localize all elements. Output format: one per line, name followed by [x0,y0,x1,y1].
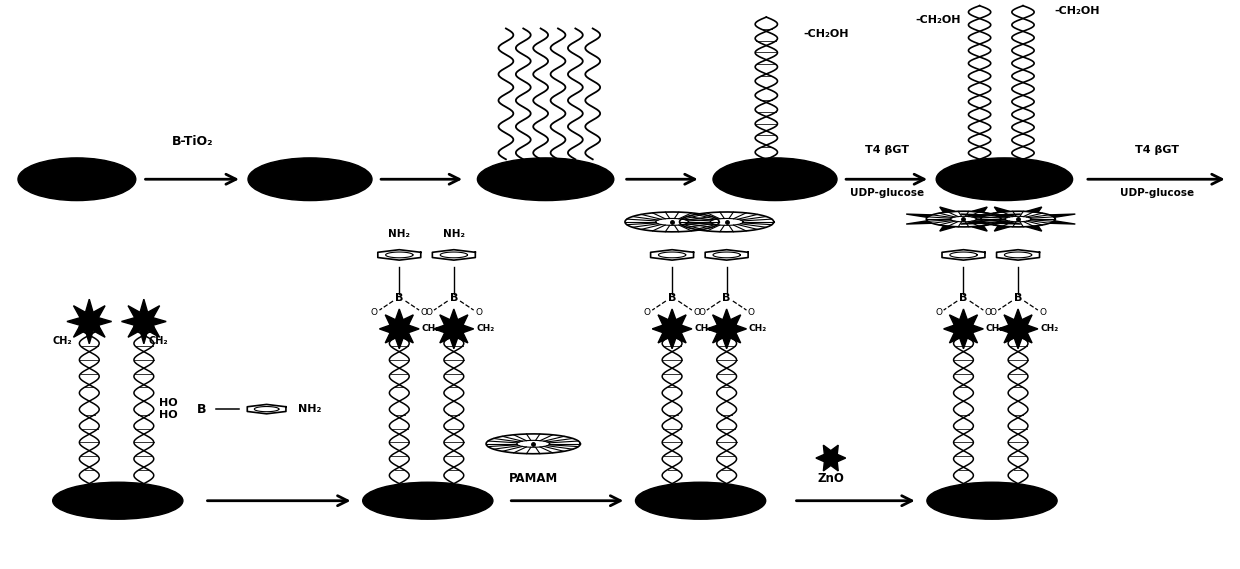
Ellipse shape [713,158,837,200]
Polygon shape [972,207,987,212]
Text: ZnO: ZnO [817,472,844,485]
Polygon shape [67,299,112,344]
Polygon shape [434,309,474,349]
Text: O: O [420,308,428,318]
Polygon shape [940,226,955,231]
Text: CH₂: CH₂ [1040,324,1059,333]
Polygon shape [940,207,955,212]
Text: NH₂: NH₂ [443,229,465,239]
Text: UDP-glucose: UDP-glucose [1120,188,1194,198]
Text: B: B [197,403,207,415]
Text: -CH₂OH: -CH₂OH [1054,6,1100,17]
Text: T4 βGT: T4 βGT [864,145,909,155]
Polygon shape [961,214,986,217]
Ellipse shape [52,483,184,519]
Polygon shape [652,309,692,349]
Text: -CH₂OH: -CH₂OH [804,29,849,39]
Text: O: O [1039,308,1047,318]
Text: O: O [985,308,992,318]
Ellipse shape [17,158,136,200]
Text: CH₂: CH₂ [476,324,495,333]
Text: O: O [693,308,701,318]
Polygon shape [1050,221,1075,224]
Text: PAMAM: PAMAM [508,472,558,485]
Text: HO: HO [159,410,177,420]
Ellipse shape [926,483,1056,519]
Polygon shape [996,214,1021,217]
Text: UDP-glucose: UDP-glucose [849,188,924,198]
Text: O: O [990,308,997,318]
Text: CH₂: CH₂ [694,324,713,333]
Text: CH₂: CH₂ [422,324,440,333]
Polygon shape [944,309,983,349]
Text: O: O [475,308,482,318]
Polygon shape [379,309,419,349]
Text: NH₂: NH₂ [388,229,410,239]
Polygon shape [996,221,1021,224]
Polygon shape [122,299,166,344]
Text: B: B [1014,292,1022,303]
Text: B: B [450,292,458,303]
Ellipse shape [362,483,492,519]
Text: CH₂: CH₂ [52,336,72,347]
Ellipse shape [477,158,614,200]
Polygon shape [961,221,986,224]
Polygon shape [816,445,846,471]
Text: O: O [425,308,433,318]
Polygon shape [1050,214,1075,217]
Text: B: B [723,292,730,303]
Polygon shape [994,226,1009,231]
Text: B-TiO₂: B-TiO₂ [171,135,213,148]
Polygon shape [707,309,746,349]
Text: T4 βGT: T4 βGT [1135,145,1179,155]
Text: -CH₂OH: -CH₂OH [915,15,961,25]
Text: NH₂: NH₂ [298,404,321,414]
Text: CH₂: CH₂ [986,324,1004,333]
Text: O: O [935,308,942,318]
Polygon shape [998,309,1038,349]
Polygon shape [972,226,987,231]
Text: CH₂: CH₂ [749,324,768,333]
Polygon shape [994,207,1009,212]
Polygon shape [906,221,931,224]
Text: O: O [644,308,651,318]
Ellipse shape [936,158,1073,200]
Text: O: O [698,308,706,318]
Text: HO: HO [159,398,177,408]
Polygon shape [1027,207,1042,212]
Text: O: O [371,308,378,318]
Text: B: B [396,292,403,303]
Text: B: B [960,292,967,303]
Polygon shape [1027,226,1042,231]
Ellipse shape [248,158,372,200]
Text: CH₂: CH₂ [149,336,169,347]
Text: B: B [668,292,676,303]
Polygon shape [906,214,931,217]
Ellipse shape [635,483,765,519]
Text: O: O [748,308,755,318]
